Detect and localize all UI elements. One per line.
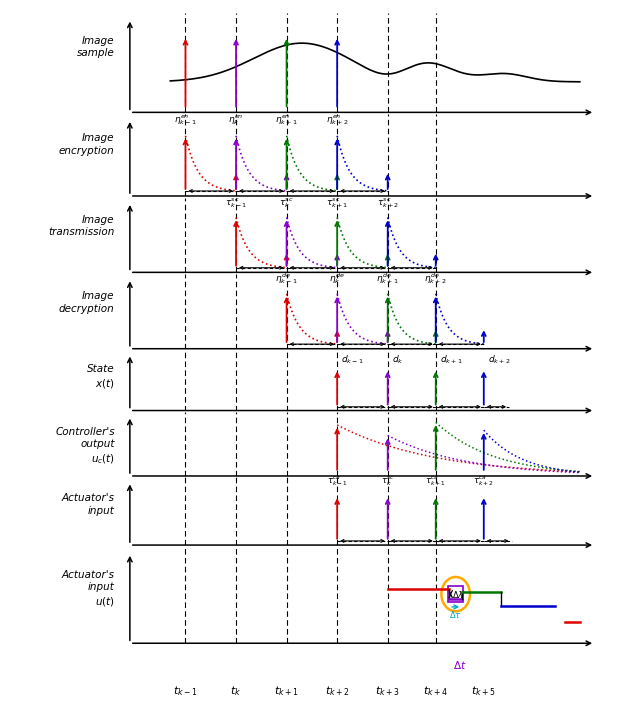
Text: $\eta_{k-1}^{de}$: $\eta_{k-1}^{de}$ [275,271,298,286]
Text: Image
sample: Image sample [77,36,115,58]
Text: $\Delta\tau$: $\Delta\tau$ [449,610,462,620]
Text: $\Delta\lambda$: $\Delta\lambda$ [452,588,464,600]
Text: $t_{k+4}$: $t_{k+4}$ [423,685,448,698]
Text: $t_{k+5}$: $t_{k+5}$ [472,685,496,698]
Text: $\tau_{k+2}^{ca}$: $\tau_{k+2}^{ca}$ [474,475,494,488]
Text: State
$x(t)$: State $x(t)$ [87,364,115,390]
Text: $\tau_{k+2}^{sc}$: $\tau_{k+2}^{sc}$ [376,196,399,209]
Text: $\eta_{k+2}^{en}$: $\eta_{k+2}^{en}$ [326,114,348,127]
Text: Image
transmission: Image transmission [48,215,115,238]
Text: Actuator's
input
$u(t)$: Actuator's input $u(t)$ [61,569,115,608]
Text: $t_{k+1}$: $t_{k+1}$ [275,685,299,698]
Text: $\eta_{k+1}^{en}$: $\eta_{k+1}^{en}$ [275,114,298,127]
Text: $\eta_{k-1}^{en}$: $\eta_{k-1}^{en}$ [174,114,196,127]
Text: $\eta_k^{en}$: $\eta_k^{en}$ [228,114,244,127]
Text: $\tau_k^{sc}$: $\tau_k^{sc}$ [279,196,294,209]
Text: $t_{k+3}$: $t_{k+3}$ [376,685,400,698]
Text: $\tau_{k-1}^{sc}$: $\tau_{k-1}^{sc}$ [225,196,247,209]
Text: $t_{k+2}$: $t_{k+2}$ [325,685,349,698]
Text: $\tau_{k+1}^{ca}$: $\tau_{k+1}^{ca}$ [426,475,446,488]
Text: $d_{k+2}$: $d_{k+2}$ [488,354,510,366]
Text: $t_{k-1}$: $t_{k-1}$ [173,685,198,698]
Text: Image
encryption: Image encryption [59,134,115,155]
Text: Controller's
output
$u_c(t)$: Controller's output $u_c(t)$ [55,427,115,466]
Bar [448,586,463,602]
Text: $\eta_{k+2}^{de}$: $\eta_{k+2}^{de}$ [424,271,447,286]
Text: $\eta_{k+1}^{de}$: $\eta_{k+1}^{de}$ [376,271,399,286]
Text: $\tau_{k+1}^{sc}$: $\tau_{k+1}^{sc}$ [326,196,348,209]
Text: $\Delta t$: $\Delta t$ [453,659,467,671]
Text: Actuator's
input: Actuator's input [61,494,115,516]
Text: $d_k$: $d_k$ [392,354,403,366]
Text: $t_k$: $t_k$ [230,685,241,698]
Text: Image
decryption: Image decryption [59,292,115,314]
Text: $\tau_{k-1}^{ca}$: $\tau_{k-1}^{ca}$ [327,475,348,488]
Text: $\tau_k^{sc}$: $\tau_k^{sc}$ [381,475,394,488]
Text: $d_{k-1}$: $d_{k-1}$ [341,354,364,366]
Text: $d_{k+1}$: $d_{k+1}$ [440,354,462,366]
Text: $\eta_k^{de}$: $\eta_k^{de}$ [329,271,345,286]
